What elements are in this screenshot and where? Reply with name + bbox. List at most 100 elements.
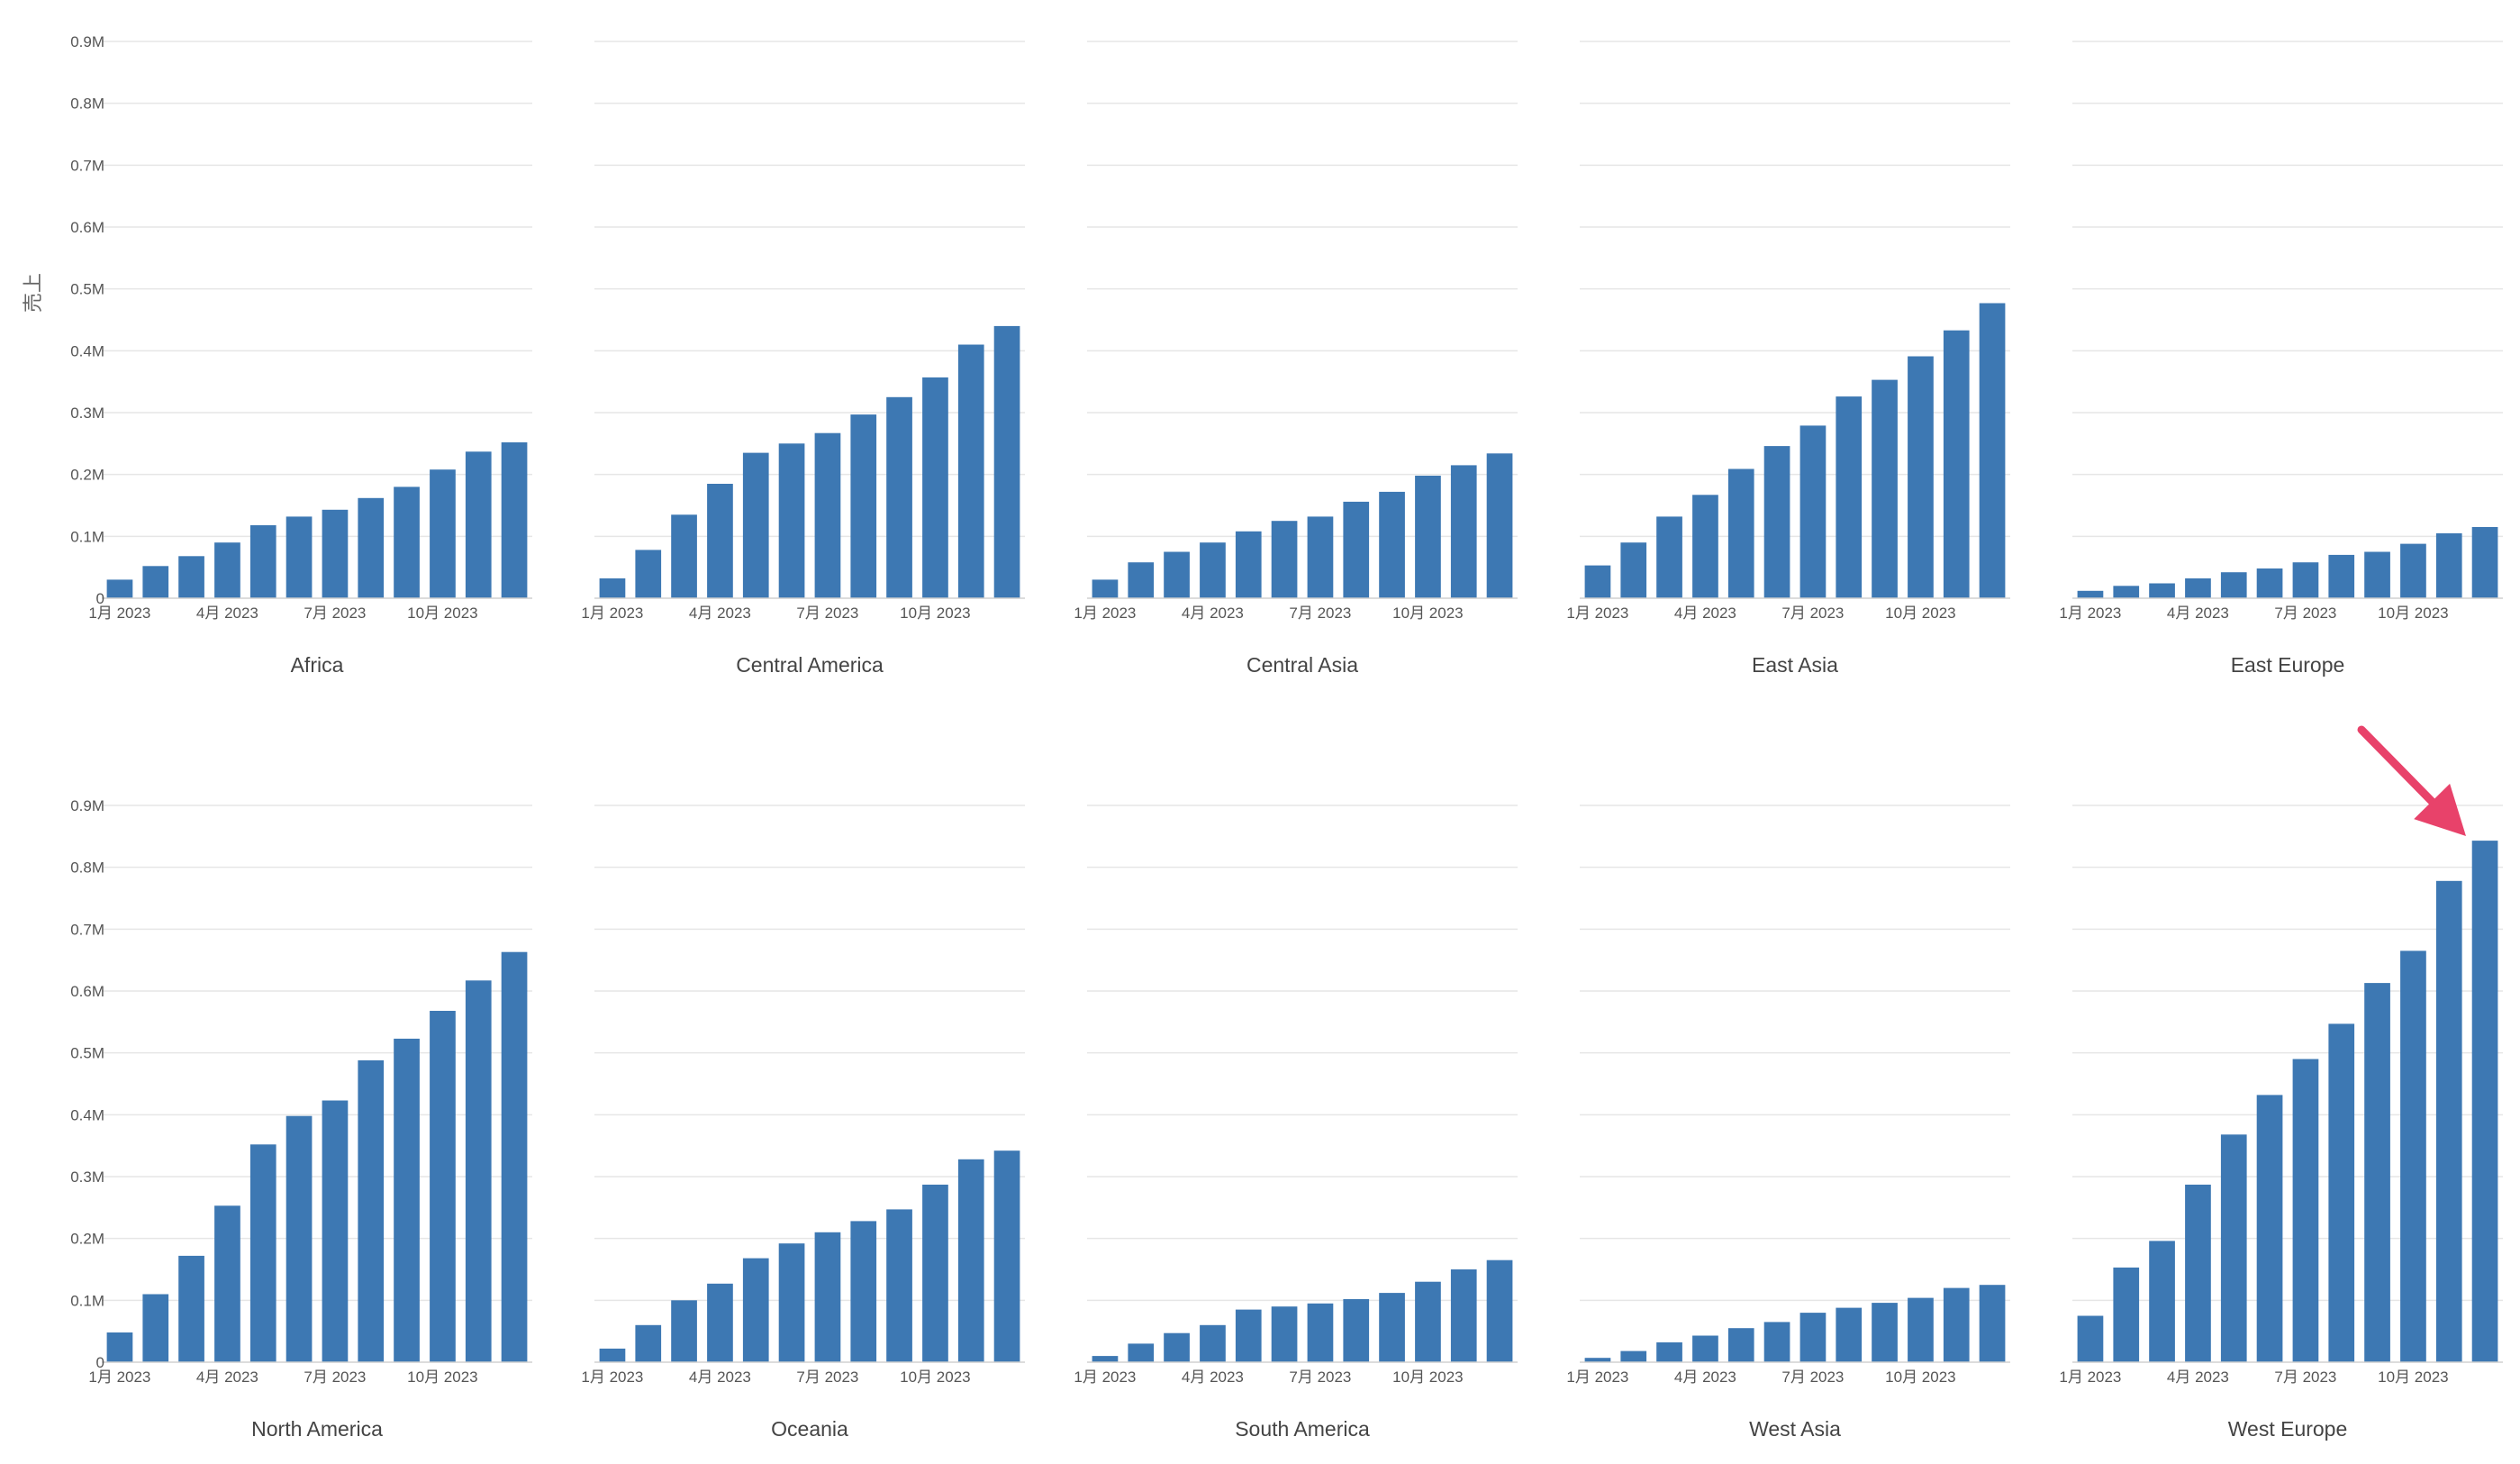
x-tick-label: 4月 2023 [196,1369,258,1386]
bar [430,469,456,598]
bar [2220,572,2247,598]
bar [1415,476,1441,598]
bar [394,486,420,598]
x-tick-label: 7月 2023 [1289,1369,1351,1386]
bar [2077,590,2104,598]
x-tick-label: 1月 2023 [2059,605,2121,622]
bar [957,1159,984,1362]
x-tick-label: 4月 2023 [196,605,258,622]
bar [2292,1059,2319,1362]
x-tick-label: 7月 2023 [304,605,366,622]
bar [358,497,385,598]
bar [1908,1297,1934,1362]
bar [1656,516,1682,598]
bar [1836,396,1863,598]
bar [742,452,769,598]
y-tick-label: 0.9M [70,33,104,50]
y-tick-label: 0.5M [70,1045,104,1062]
x-tick-label: 10月 2023 [900,1369,970,1386]
bar [2328,554,2355,598]
x-tick-label: 1月 2023 [1074,1369,1136,1386]
annotation-arrow-shaft [2357,725,2436,805]
y-tick-label: 0.8M [70,95,104,113]
panel-label: West Asia [1749,1417,1841,1441]
bar [707,1283,733,1362]
bar [814,1232,841,1362]
y-tick-label: 0 [96,1354,104,1371]
bar [1872,379,1898,598]
y-tick-label: 0.3M [70,1168,104,1186]
bar [465,980,492,1362]
bar [1763,1322,1790,1362]
bar [635,1324,662,1362]
bar [2077,1315,2104,1362]
panel-label: Central Asia [1246,653,1358,677]
bar [1943,1287,1970,1362]
bar [2471,841,2498,1362]
bar [1656,1342,1682,1362]
x-tick-label: 7月 2023 [1289,605,1351,622]
bar [1908,356,1934,598]
y-tick-label: 0.3M [70,405,104,422]
x-tick-label: 4月 2023 [2167,1369,2229,1386]
bar [1415,1281,1441,1362]
panel-label: East Asia [1752,653,1838,677]
bar [2400,950,2426,1362]
y-tick-label: 0 [96,590,104,607]
bar [1872,1303,1898,1362]
bar [850,414,877,598]
y-tick-label: 0.6M [70,219,104,236]
bar [707,484,733,598]
y-tick-label: 0.4M [70,342,104,359]
y-tick-label: 0.9M [70,797,104,814]
panel-label: Africa [291,653,344,677]
y-tick-label: 0.6M [70,983,104,1000]
x-tick-label: 10月 2023 [407,605,477,622]
bar [1164,1332,1190,1362]
panel-label: South America [1235,1417,1370,1441]
bar [1307,1303,1334,1362]
bar [2256,1095,2283,1362]
bar [142,566,169,598]
y-tick-label: 0.8M [70,859,104,877]
bar [778,1243,805,1362]
x-tick-label: 10月 2023 [1885,605,1955,622]
x-tick-label: 7月 2023 [2274,605,2336,622]
x-tick-label: 10月 2023 [407,1369,477,1386]
bar [1799,425,1827,598]
bar [957,344,984,598]
panel-label: West Europe [2228,1417,2348,1441]
x-tick-label: 4月 2023 [689,605,751,622]
bar [178,556,204,598]
x-tick-label: 4月 2023 [1674,1369,1736,1386]
x-tick-label: 7月 2023 [2274,1369,2336,1386]
y-tick-label: 0.2M [70,1231,104,1248]
x-tick-label: 7月 2023 [796,605,858,622]
bar [214,1205,240,1362]
bar [1836,1307,1863,1362]
bar [106,1332,133,1362]
bar [1979,303,2006,598]
x-tick-label: 1月 2023 [88,1369,150,1386]
bar [1271,521,1298,598]
bar [2328,1023,2355,1362]
bar [2149,1241,2175,1362]
bar [599,578,626,598]
bar [286,516,313,598]
bar [2256,568,2283,598]
bar [1235,531,1262,598]
bar [1343,501,1370,598]
bar [322,1100,349,1362]
bar [1486,1259,1513,1362]
x-tick-label: 1月 2023 [1566,1369,1628,1386]
bar [214,542,240,598]
bar [1620,1350,1647,1362]
bar [2364,983,2390,1362]
x-tick-label: 10月 2023 [2378,605,2448,622]
bar [1200,1324,1226,1362]
bar [1343,1299,1370,1362]
x-tick-label: 4月 2023 [1182,1369,1244,1386]
bar [1584,1358,1611,1362]
